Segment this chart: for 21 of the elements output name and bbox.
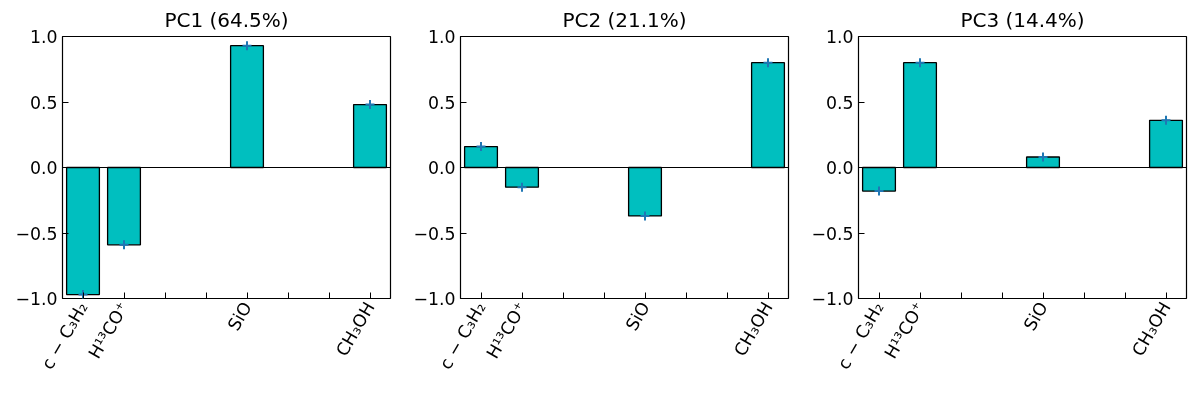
y-tick-label: −0.5 [15,223,58,244]
y-tick-label: 1.0 [29,27,58,47]
y-tick-label: 0.5 [825,92,854,113]
y-tick-label: 0.5 [427,92,456,113]
y-tick-label: 1.0 [825,27,854,47]
chart-title: PC3 (14.4%) [960,7,1085,32]
y-tick-label: 1.0 [427,27,456,47]
y-tick-label: −0.5 [413,223,456,244]
x-tick-label: SiO [223,298,256,335]
y-tick-label: −0.5 [811,223,854,244]
y-tick-label: −1.0 [811,289,854,309]
chart-title: PC1 (64.5%) [164,7,289,32]
y-tick-label: −1.0 [413,289,456,309]
chart-title: PC2 (21.1%) [562,7,687,32]
x-tick-label: SiO [1019,298,1052,335]
y-tick-label: 0.0 [825,158,854,178]
y-tick-label: −1.0 [15,289,58,309]
y-tick-label: 0.0 [427,158,456,178]
y-tick-label: 0.5 [29,92,58,113]
x-tick-label: SiO [621,298,654,335]
y-tick-label: 0.0 [29,158,58,178]
